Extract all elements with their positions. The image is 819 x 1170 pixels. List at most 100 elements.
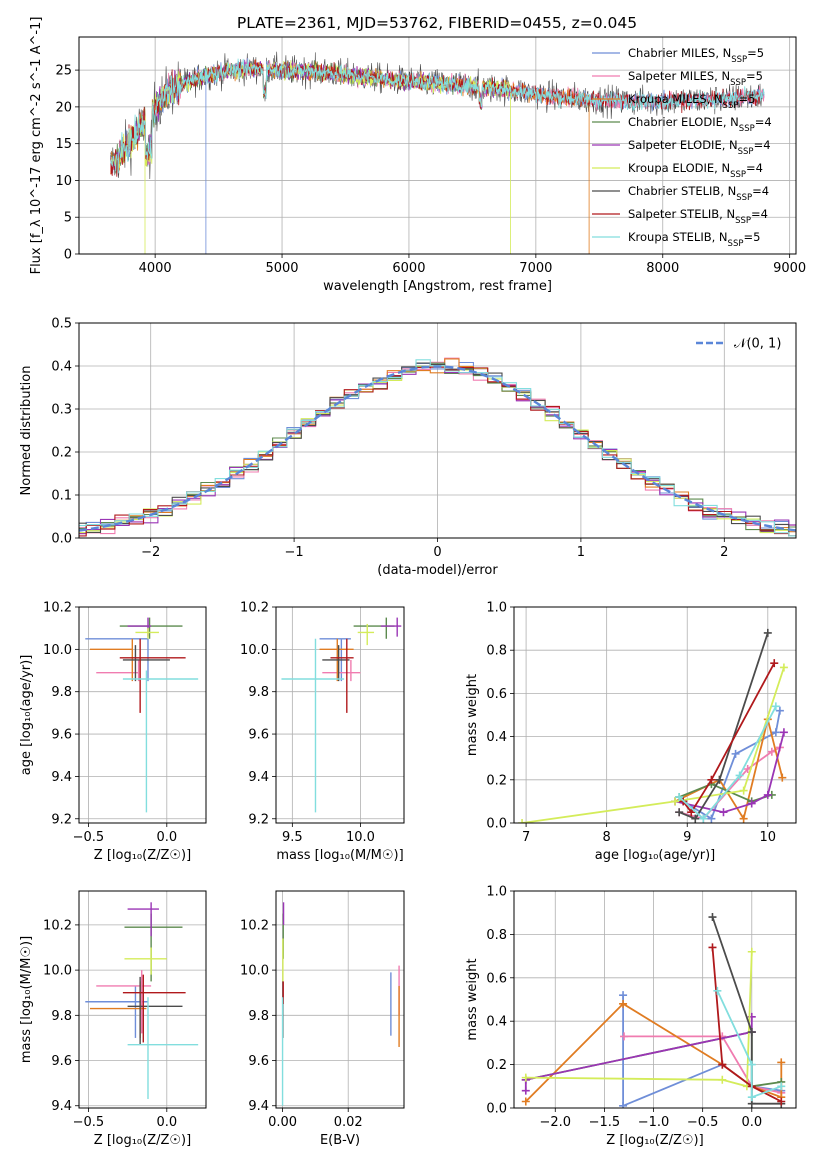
y-tick-label: 9.6: [248, 728, 269, 743]
weight-line: [524, 1016, 753, 1091]
y-axis-label: Flux [f_λ 10^-17 erg cm^-2 s^-1 A^-1]: [29, 17, 44, 275]
y-tick-label: 0.5: [51, 317, 72, 332]
weight-marker: [747, 1060, 756, 1069]
weight-marker: [521, 1086, 530, 1095]
x-tick-label: 0.0: [156, 830, 177, 845]
legend-label: Chabrier MILES, NSSP=5: [628, 46, 764, 65]
x-axis-label: Z [log₁₀(Z/Z☉)]: [94, 1133, 191, 1148]
axes-decor: 9.5 10.0 9.2 9.4 9.6 9.8 10.0 10.2 mass [log₁₀(M…: [240, 601, 405, 863]
x-tick-label: 4000: [139, 261, 172, 276]
x-axis-label: Z [log₁₀(Z/Z☉)]: [606, 1133, 703, 1148]
x-tick-label: 1: [577, 545, 585, 560]
weight-marker: [671, 797, 680, 806]
weight-marker: [675, 808, 684, 817]
y-tick-label: 0.0: [486, 817, 507, 832]
y-tick-label: 10.2: [43, 601, 72, 616]
x-tick-label: 10.0: [346, 830, 375, 845]
plot-area: [79, 357, 796, 537]
weight-marker: [718, 1075, 727, 1084]
panel-age-vs-Z: −0.5 0.0 9.2 9.4 9.6 9.8 10.0 10.2 Z [log₁₀(Z/Z☉…: [19, 601, 207, 863]
spectrum-line: [110, 58, 765, 174]
y-tick-label: 9.2: [248, 812, 269, 827]
y-axis-label: Normed distribution: [19, 366, 34, 496]
weight-marker: [777, 1097, 786, 1106]
y-tick-label: 0.3: [51, 403, 72, 418]
spectrum-line: [110, 59, 765, 177]
y-tick-label: 9.8: [248, 1009, 269, 1024]
y-tick-label: 0.6: [486, 687, 507, 702]
y-tick-label: 10.2: [43, 918, 72, 933]
weight-marker: [708, 943, 717, 952]
x-tick-label: 0.00: [268, 1115, 297, 1130]
weight-marker: [771, 702, 780, 711]
weight-marker: [763, 628, 772, 637]
y-tick-label: 10.0: [240, 964, 269, 979]
weight-marker: [777, 1082, 786, 1091]
axes-frame: [78, 36, 797, 255]
x-tick-label: −0.5: [73, 1115, 105, 1130]
y-tick-label: 10.2: [240, 601, 269, 616]
y-tick-label: 5: [64, 211, 72, 226]
weight-line: [716, 990, 782, 1099]
axes-frame: [78, 322, 797, 539]
weight-line: [678, 705, 777, 820]
weight-marker: [735, 771, 744, 780]
panel-weight-vs-Z: −2.0 −1.5 −1.0 −0.5 0.0 0.0 0.2 0.4 0.6 0.8 1.0 Z […: [465, 885, 797, 1148]
x-tick-label: 0: [433, 545, 441, 560]
y-tick-label: 9.6: [51, 728, 72, 743]
plot-area: [281, 617, 402, 813]
weight-line: [674, 719, 784, 822]
weight-marker: [691, 814, 700, 823]
weight-marker: [687, 808, 696, 817]
y-tick-label: 0.8: [486, 928, 507, 943]
y-tick-label: 0.2: [51, 446, 72, 461]
y-tick-label: 15: [55, 137, 72, 152]
spectrum-legend: Chabrier MILES, NSSP=5 Salpeter MILES, NS…: [592, 46, 772, 249]
axes-decor: 0.00 0.02 9.4 9.6 9.8 10.0 10.2 E(B-V): [240, 890, 405, 1148]
y-tick-label: 1.0: [486, 885, 507, 900]
axes-frame: [78, 890, 207, 1109]
weight-marker: [747, 799, 756, 808]
weight-marker: [767, 747, 776, 756]
weight-marker: [707, 775, 716, 784]
y-tick-label: 10.0: [43, 964, 72, 979]
y-tick-label: 9.8: [51, 685, 72, 700]
axes-frame: [275, 890, 405, 1109]
y-tick-label: 10.0: [43, 643, 72, 658]
y-tick-label: 0.2: [486, 773, 507, 788]
x-tick-label: 0.0: [741, 1115, 762, 1130]
grid-lines: [514, 606, 796, 824]
weight-marker: [775, 706, 784, 715]
grid-lines: [79, 891, 206, 1108]
axes-decor: −0.5 0.0 9.4 9.6 9.8 10.0 10.2 Z [log₁₀(Z/Z☉)] m…: [19, 890, 207, 1148]
weight-marker: [675, 793, 684, 802]
weight-marker: [779, 663, 788, 672]
y-tick-label: 25: [55, 64, 72, 79]
y-axis-label: mass weight: [465, 674, 480, 756]
weight-marker: [707, 814, 716, 823]
axes-decor: 7 8 9 10 0.0 0.2 0.4 0.6 0.8 1.0 age [log₁₀(age/yr…: [465, 601, 797, 863]
y-tick-label: 10.2: [240, 918, 269, 933]
weight-line: [525, 951, 753, 1088]
weight-marker: [739, 814, 748, 823]
y-tick-label: 9.2: [51, 812, 72, 827]
weight-marker: [718, 1060, 727, 1069]
x-tick-label: −0.5: [73, 830, 105, 845]
axes-frame: [513, 606, 797, 824]
weight-marker: [708, 913, 717, 922]
y-tick-label: 9.8: [51, 1009, 72, 1024]
x-tick-label: 9.5: [282, 830, 303, 845]
y-tick-label: 1.0: [486, 601, 507, 616]
axes-decor: 4000 5000 6000 7000 8000 9000 0 5 10 15 20 25 wavele…: [29, 17, 806, 294]
legend-label: Kroupa ELODIE, NSSP=4: [628, 161, 763, 180]
x-tick-label: 9000: [773, 261, 806, 276]
plot-area: [85, 617, 199, 813]
y-tick-label: 9.6: [51, 1054, 72, 1069]
figure-title: PLATE=2361, MJD=53762, FIBERID=0455, z=0…: [237, 14, 637, 32]
grid-lines: [514, 890, 796, 1109]
weight-line: [521, 667, 785, 823]
y-tick-label: 9.8: [248, 685, 269, 700]
weight-marker: [747, 1093, 756, 1102]
weight-line: [678, 632, 769, 820]
